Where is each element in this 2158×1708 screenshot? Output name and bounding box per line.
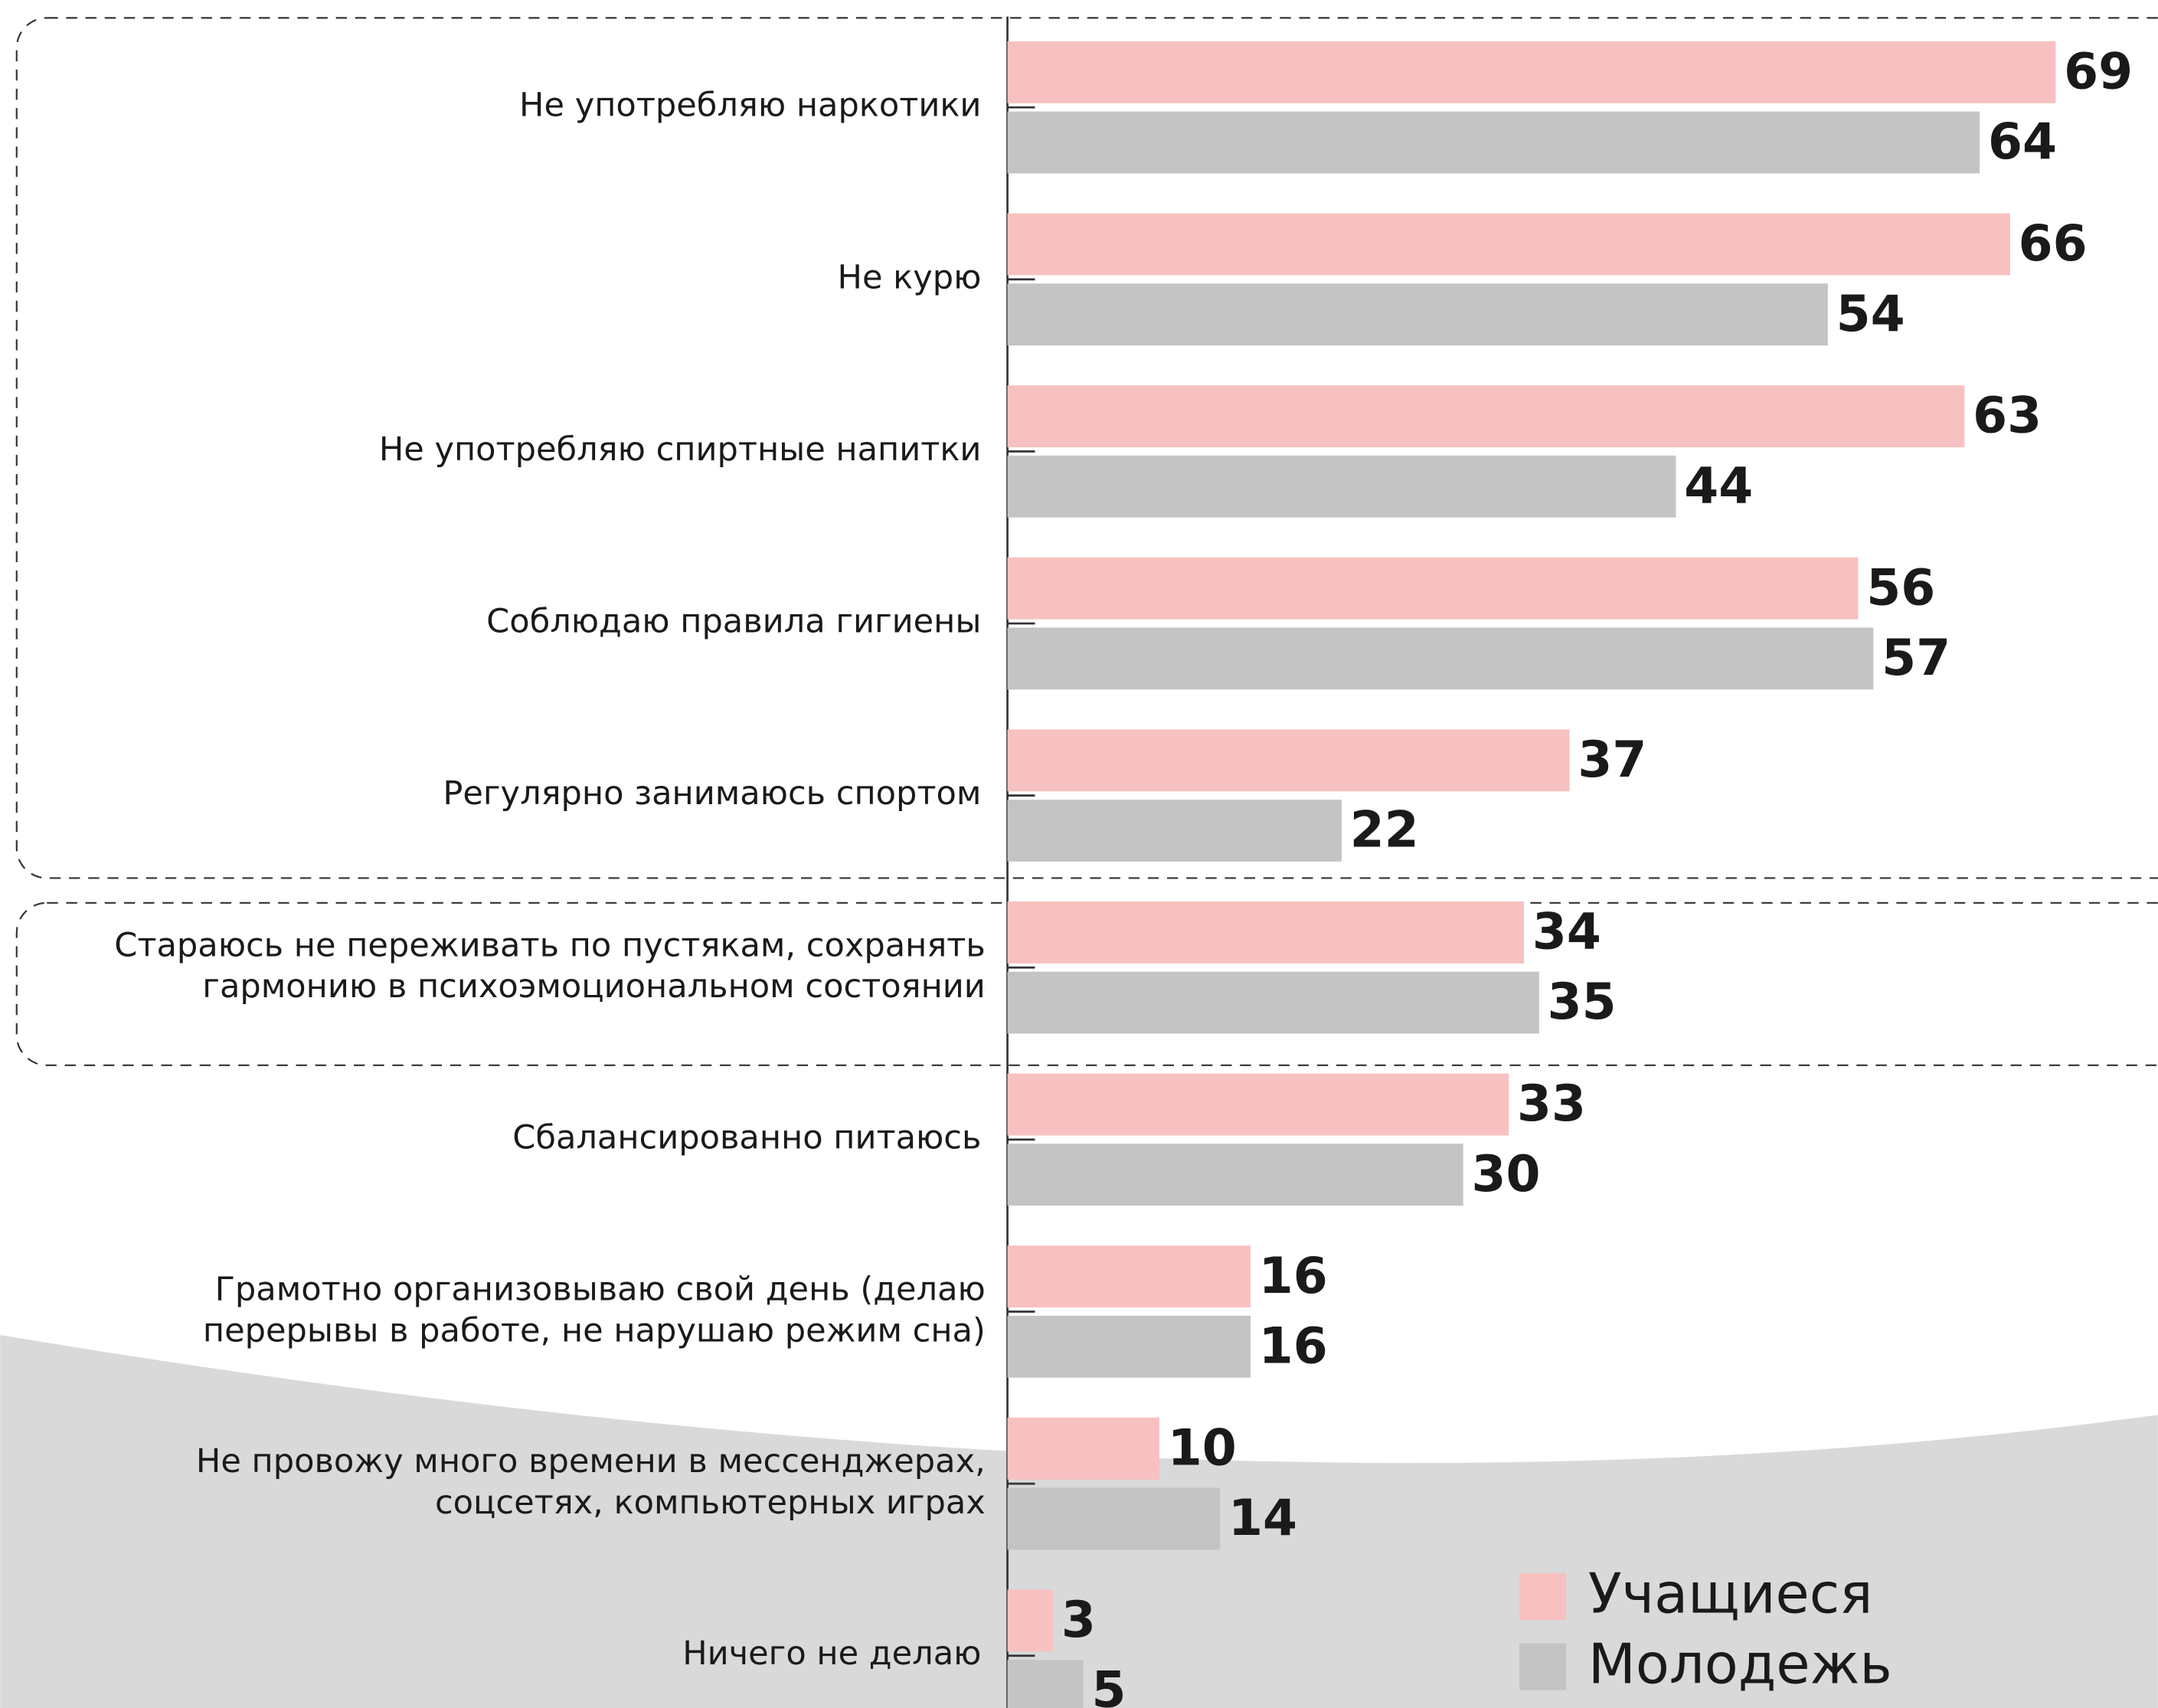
bar xyxy=(1007,627,1874,690)
bar xyxy=(1007,283,1828,346)
value-label: 34 xyxy=(1532,904,1601,961)
value-label: 35 xyxy=(1548,973,1617,1031)
value-label: 66 xyxy=(2019,215,2088,273)
bar xyxy=(1007,213,2010,276)
value-label: 57 xyxy=(1882,630,1950,687)
bar xyxy=(1007,971,1539,1034)
bar xyxy=(1007,41,2056,103)
value-label: 16 xyxy=(1259,1317,1328,1375)
value-label: 16 xyxy=(1259,1248,1328,1305)
value-label: 54 xyxy=(1836,286,1905,343)
bar xyxy=(1007,111,1980,174)
category-label: Ничего не делаю xyxy=(682,1634,981,1673)
bar xyxy=(1007,557,1859,620)
legend-swatch xyxy=(1519,1643,1567,1690)
bar xyxy=(1007,1589,1054,1652)
bar xyxy=(1007,1073,1509,1136)
group-box xyxy=(15,17,2158,879)
bar xyxy=(1007,901,1525,964)
value-label: 10 xyxy=(1168,1419,1237,1477)
category-label: Не провожу много времени в мессенджерах,… xyxy=(196,1442,986,1522)
category-label: Сбалансированно питаюсь xyxy=(512,1118,981,1157)
value-label: 30 xyxy=(1471,1146,1540,1203)
legend-label: Молодежь xyxy=(1588,1631,1892,1696)
bar xyxy=(1007,455,1676,518)
value-label: 5 xyxy=(1092,1662,1126,1708)
value-label: 69 xyxy=(2064,44,2133,101)
value-label: 33 xyxy=(1517,1075,1586,1133)
value-label: 37 xyxy=(1578,731,1646,789)
bar xyxy=(1007,729,1570,792)
category-label: Не употребляю наркотики xyxy=(519,87,981,125)
bar xyxy=(1007,1315,1251,1378)
legend-label: Учащиеся xyxy=(1588,1562,1873,1626)
bar xyxy=(1007,1417,1159,1480)
value-label: 22 xyxy=(1350,802,1419,859)
value-label: 63 xyxy=(1973,388,2042,445)
bar xyxy=(1007,1660,1084,1708)
value-label: 14 xyxy=(1228,1490,1297,1547)
category-label: Грамотно организовываю свой день (делаю п… xyxy=(203,1270,986,1350)
category-label: Не употребляю спиртные напитки xyxy=(379,430,982,469)
legend-swatch xyxy=(1519,1572,1567,1620)
value-label: 56 xyxy=(1866,559,1935,617)
category-label: Соблюдаю правила гигиены xyxy=(486,603,981,641)
value-label: 3 xyxy=(1061,1592,1096,1649)
bar xyxy=(1007,385,1965,448)
value-label: 44 xyxy=(1684,457,1753,515)
category-label: Не курю xyxy=(838,258,982,296)
category-label: Стараюсь не переживать по пустякам, сохр… xyxy=(114,926,986,1006)
bar xyxy=(1007,1144,1463,1206)
bar xyxy=(1007,800,1342,862)
value-label: 64 xyxy=(1988,113,2057,171)
bar xyxy=(1007,1245,1251,1308)
bar xyxy=(1007,1487,1221,1550)
category-label: Регулярно занимаюсь спортом xyxy=(443,774,981,813)
